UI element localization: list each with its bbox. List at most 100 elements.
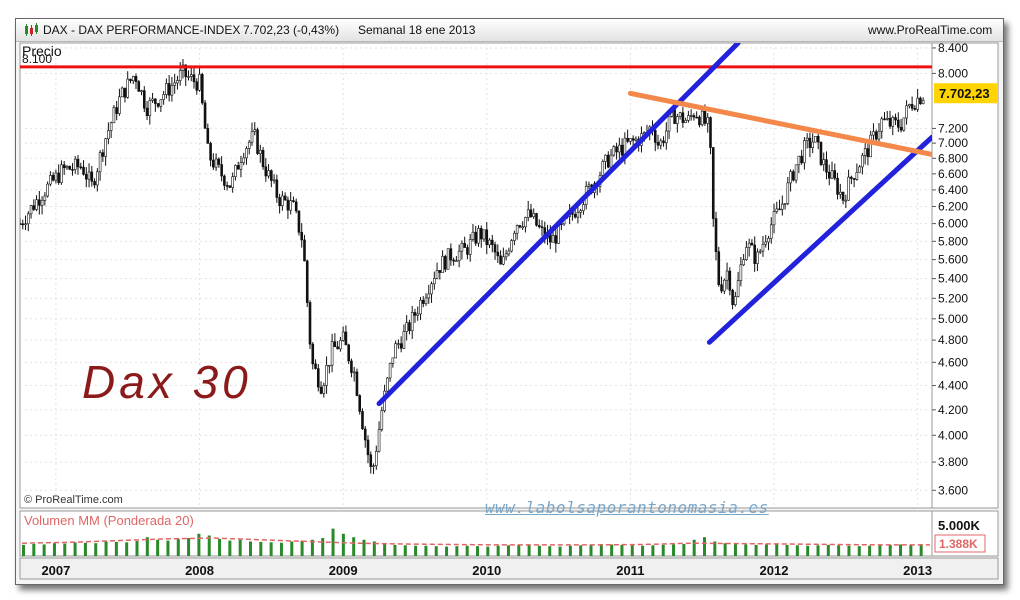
volume-bar	[104, 541, 108, 556]
candle-body	[728, 270, 732, 291]
y-tick-label: 5.000	[938, 312, 968, 326]
candle-body	[250, 131, 254, 143]
candle-body	[350, 360, 353, 373]
candle-body	[325, 365, 328, 386]
candle-body	[21, 223, 25, 226]
grid	[20, 43, 932, 508]
candle-body	[60, 164, 63, 183]
volume-bar	[599, 544, 603, 556]
candle-body	[366, 439, 370, 456]
chart-header: DAX - DAX PERFORMANCE-INDEX 7.702,23 (-0…	[16, 19, 1003, 42]
candle-body	[167, 83, 171, 96]
candle-body	[76, 158, 80, 168]
candle-body	[294, 201, 298, 212]
candle-body	[620, 144, 624, 156]
y-tick-label: 8.400	[938, 41, 968, 55]
candle-body	[261, 149, 265, 168]
x-tick-label: 2013	[903, 563, 932, 578]
candle-body	[742, 259, 745, 266]
candle-body	[778, 208, 781, 211]
candle-body	[811, 141, 814, 148]
volume-bar	[445, 546, 449, 556]
volume-bar	[610, 544, 614, 556]
candle-body	[333, 341, 337, 348]
volume-bar	[228, 540, 232, 556]
candle-body	[535, 213, 538, 226]
candle-body	[825, 159, 828, 173]
candle-body	[272, 179, 276, 182]
candle-body	[154, 98, 157, 104]
candle-body	[711, 147, 715, 219]
candle-body	[805, 137, 809, 141]
candle-body	[753, 244, 756, 264]
volume-scale-label: 5.000K	[938, 518, 981, 533]
candle-body	[264, 166, 268, 177]
candle-body	[258, 149, 262, 154]
candle-body	[656, 142, 660, 146]
candle-body	[57, 172, 60, 183]
candle-body	[921, 99, 925, 105]
candle-body	[339, 340, 342, 350]
candle-body	[783, 203, 787, 205]
current-volume-tag	[934, 534, 986, 553]
candle-body	[612, 146, 616, 156]
candle-body	[678, 112, 682, 117]
candle-body	[203, 102, 207, 129]
candle-body	[877, 130, 881, 140]
candle-body	[872, 131, 875, 136]
candle-body	[720, 284, 723, 292]
candle-body	[662, 140, 665, 144]
candle-body	[71, 169, 74, 171]
candle-body	[319, 386, 323, 394]
candle-body	[761, 243, 765, 252]
candle-body	[830, 170, 834, 179]
candle-body	[355, 371, 359, 396]
candle-body	[369, 454, 373, 467]
trend-line	[627, 90, 932, 157]
candle-body	[140, 90, 143, 92]
candle-body	[629, 138, 632, 142]
candle-body	[394, 343, 397, 359]
candle-body	[874, 131, 878, 140]
candle-body	[781, 203, 784, 210]
price-axis-panel	[931, 42, 999, 509]
candle-body	[123, 87, 127, 98]
volume-bar	[310, 539, 314, 556]
volume-bar	[187, 538, 191, 556]
volume-bar	[207, 535, 211, 556]
volume-bar	[218, 538, 222, 556]
volume-bar	[279, 542, 283, 556]
candle-body	[526, 209, 530, 218]
candle-body	[502, 256, 505, 265]
y-tick-label: 7.000	[938, 136, 968, 150]
candle-body	[26, 213, 30, 225]
candle-body	[604, 154, 607, 162]
candle-body	[68, 166, 72, 170]
candle-body	[253, 129, 257, 132]
candle-body	[112, 107, 116, 124]
volume-bar	[558, 546, 562, 556]
candle-body	[101, 152, 105, 157]
volume-bar	[300, 540, 304, 556]
candle-body	[96, 171, 99, 186]
candle-body	[863, 148, 867, 156]
candle-body	[449, 248, 453, 261]
volume-bar	[806, 545, 810, 556]
candle-body	[858, 166, 861, 173]
candle-body	[692, 115, 696, 118]
candle-body	[479, 228, 483, 240]
candle-body	[504, 253, 508, 258]
candle-body	[148, 100, 152, 117]
candle-body	[195, 81, 199, 91]
price-axis-labels: 3.600 3.800 4.000 4.200 4.400 4.600 4.800 5.000…	[932, 41, 968, 497]
candle-body	[377, 429, 381, 452]
candle-body	[919, 97, 922, 105]
candle-body	[839, 191, 842, 195]
candle-body	[695, 116, 698, 119]
volume-bar	[837, 545, 841, 556]
y-tick-label: 3.600	[938, 483, 968, 497]
candle-body	[115, 107, 118, 114]
candle-body	[278, 197, 281, 207]
candle-body	[275, 179, 279, 198]
candle-body	[361, 411, 364, 430]
